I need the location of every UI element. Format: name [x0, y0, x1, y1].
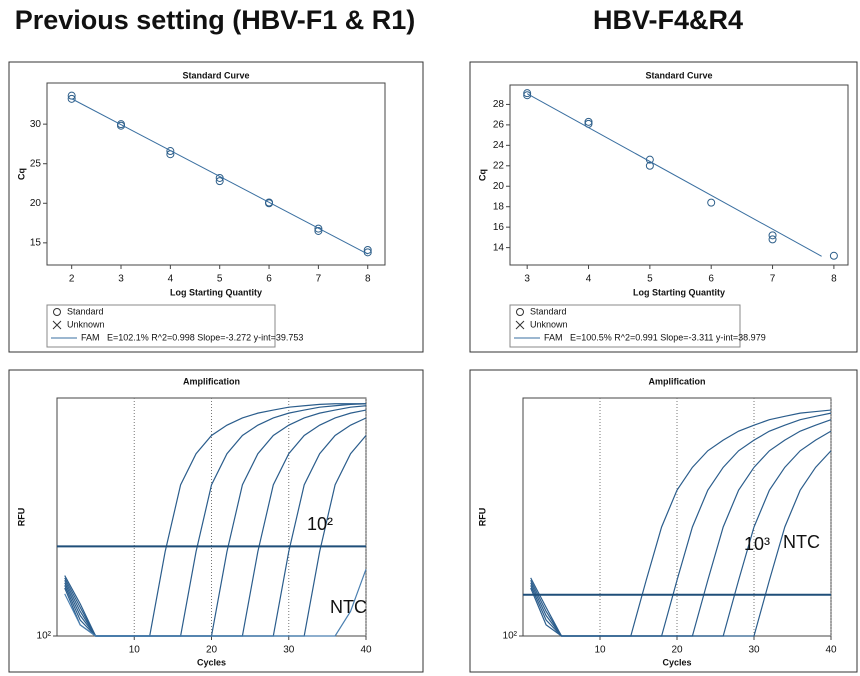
legend-marker	[52, 320, 62, 330]
x-tick-label: 6	[266, 274, 272, 285]
legend-marker	[515, 320, 525, 330]
x-tick-label: 6	[708, 274, 714, 285]
x-tick-label: 7	[770, 274, 776, 285]
x-tick-label: 30	[283, 645, 295, 656]
legend-label: Unknown	[530, 319, 568, 329]
y-tick-label: 28	[493, 99, 505, 110]
legend-label: FAM	[544, 332, 563, 342]
y-tick-label: 25	[30, 158, 42, 169]
fit-line	[526, 93, 822, 257]
x-tick-label: 8	[831, 274, 837, 285]
data-point	[215, 177, 224, 186]
y-axis-label: RFU	[16, 508, 26, 527]
data-point	[363, 245, 372, 254]
panel-frame	[469, 369, 858, 673]
legend-label: Standard	[67, 306, 104, 316]
x-tick-label: 4	[168, 274, 174, 285]
amplification-curve	[64, 568, 367, 637]
panel-frame	[469, 61, 858, 353]
plot-area	[509, 84, 849, 266]
data-point	[166, 147, 175, 156]
y-axis-label: Cq	[477, 169, 487, 181]
legend-fit-label: E=102.1% R^2=0.998 Slope=-3.272 y-int=39…	[107, 332, 303, 342]
legend-fit-label: E=100.5% R^2=0.991 Slope=-3.311 y-int=38…	[570, 332, 766, 342]
data-point	[523, 89, 532, 98]
legend-label: Standard	[530, 306, 567, 316]
fit-line	[71, 98, 368, 255]
y-tick-label: 24	[493, 140, 505, 151]
chart-title: Standard Curve	[182, 70, 249, 80]
data-point	[314, 224, 323, 233]
x-tick-label: 40	[360, 645, 372, 656]
y-tick-label: 20	[30, 198, 42, 209]
annotation: NTC	[783, 532, 820, 552]
annotation: NTC	[330, 597, 367, 617]
heading: HBV-F4&R4	[593, 5, 743, 35]
legend-label: Unknown	[67, 319, 105, 329]
data-point	[829, 251, 838, 260]
data-point	[768, 231, 777, 240]
x-tick-label: 40	[825, 645, 837, 656]
x-axis-label: Cycles	[662, 657, 691, 667]
data-point	[707, 198, 716, 207]
x-tick-label: 30	[748, 645, 760, 656]
chart-title: Standard Curve	[645, 70, 712, 80]
legend-marker	[516, 308, 524, 316]
amplification-curve	[530, 450, 832, 637]
data-point	[265, 199, 274, 208]
y-tick-label: 20	[493, 181, 505, 192]
y-tick-label: 14	[493, 242, 505, 253]
x-axis-label: Log Starting Quantity	[633, 287, 725, 297]
x-tick-label: 10	[594, 645, 606, 656]
heading: Previous setting (HBV-F1 & R1)	[15, 5, 416, 35]
chart-title: Amplification	[183, 376, 240, 386]
panel-frame	[8, 369, 424, 673]
chart-title: Amplification	[648, 376, 705, 386]
data-point	[117, 121, 126, 130]
y-axis-label: RFU	[477, 508, 487, 527]
data-point	[584, 117, 593, 126]
annotation: 10²	[307, 514, 333, 534]
plot-area	[522, 397, 832, 637]
x-tick-label: 20	[206, 645, 218, 656]
y-tick-label: 10²	[503, 631, 518, 642]
y-tick-label: 16	[493, 222, 505, 233]
x-tick-label: 8	[365, 274, 371, 285]
x-axis-label: Log Starting Quantity	[170, 287, 262, 297]
y-axis-label: Cq	[16, 168, 26, 180]
x-tick-label: 3	[524, 274, 530, 285]
annotation: 10³	[744, 534, 770, 554]
data-point	[314, 226, 323, 235]
y-tick-label: 30	[30, 119, 42, 130]
data-point	[645, 161, 654, 170]
amplification-curve	[530, 419, 832, 637]
x-tick-label: 5	[217, 274, 223, 285]
y-tick-label: 10²	[37, 631, 52, 642]
data-point	[67, 94, 76, 103]
plot-area	[46, 82, 386, 266]
data-point	[768, 235, 777, 244]
y-tick-label: 22	[493, 160, 505, 171]
legend-box	[46, 304, 276, 348]
legend-marker	[53, 308, 61, 316]
legend-box	[509, 304, 741, 348]
x-tick-label: 7	[316, 274, 322, 285]
x-tick-label: 5	[647, 274, 653, 285]
panel-frame	[8, 61, 424, 353]
amplification-curve	[64, 435, 367, 637]
y-tick-label: 18	[493, 201, 505, 212]
y-tick-label: 15	[30, 237, 42, 248]
x-tick-label: 20	[671, 645, 683, 656]
x-axis-label: Cycles	[197, 657, 226, 667]
x-tick-label: 4	[586, 274, 592, 285]
x-tick-label: 3	[118, 274, 124, 285]
y-tick-label: 26	[493, 120, 505, 131]
x-tick-label: 2	[69, 274, 75, 285]
x-tick-label: 10	[129, 645, 141, 656]
legend-label: FAM	[81, 332, 100, 342]
